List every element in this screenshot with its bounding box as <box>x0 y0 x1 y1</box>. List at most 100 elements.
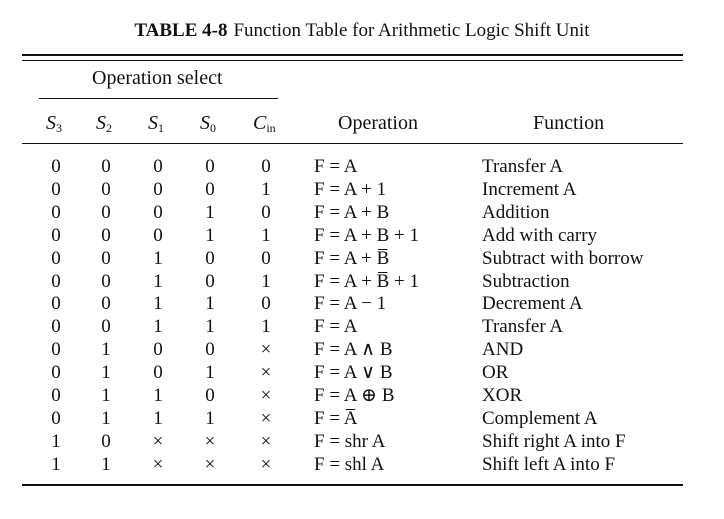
cell-function: Transfer A <box>482 156 564 177</box>
cell-s1: 1 <box>153 316 163 338</box>
cell-s2: 1 <box>101 362 111 384</box>
cell-cin: 0 <box>261 247 271 269</box>
cell-s0: × <box>204 453 216 475</box>
cell-s0: 1 <box>205 224 215 246</box>
header-s0: S0 <box>200 112 216 135</box>
cell-s0: × <box>204 430 216 452</box>
header-function: Function <box>533 112 605 134</box>
cell-s1: 1 <box>153 407 163 429</box>
cell-s2: 0 <box>101 293 111 315</box>
cell-s3: 0 <box>51 339 61 361</box>
cell-cin: 1 <box>261 224 271 246</box>
cell-function: Subtraction <box>482 270 570 292</box>
cell-cin: 0 <box>261 156 271 177</box>
cell-cin: 1 <box>261 178 271 200</box>
cell-s1: 1 <box>153 293 163 315</box>
cell-s0: 0 <box>205 156 215 177</box>
cell-operation: F = A ⊕ B <box>314 385 395 406</box>
cell-operation: F = A + B̅ <box>314 247 390 269</box>
cell-s3: 0 <box>51 247 61 269</box>
cell-cin: × <box>260 362 272 384</box>
cell-s0: 1 <box>205 316 215 338</box>
cell-s2: 1 <box>101 385 111 406</box>
cell-cin: 0 <box>261 201 271 223</box>
cell-s1: 1 <box>153 270 163 292</box>
cell-operation: F = A ∧ B <box>314 339 393 361</box>
cell-s0: 0 <box>205 247 215 269</box>
table-row: 0 0 1 1 0 F = A − 1 Decrement A <box>0 292 724 315</box>
table-row: 1 1 × × × F = shl A Shift left A into F <box>0 453 724 476</box>
header-cin: Cin <box>253 112 276 135</box>
cell-cin: × <box>260 339 272 361</box>
cell-s3: 0 <box>51 270 61 292</box>
cell-operation: F = shl A <box>314 453 385 475</box>
cell-operation: F = A + B̅ + 1 <box>314 270 420 292</box>
cell-cin: × <box>260 407 272 429</box>
cell-cin: × <box>260 430 272 452</box>
table-row: 0 0 0 1 1 F = A + B + 1 Add with carry <box>0 224 724 247</box>
cell-cin: × <box>260 385 272 406</box>
header-s1: S1 <box>148 112 164 135</box>
table-row: 0 1 1 0 × F = A ⊕ B XOR <box>0 384 724 407</box>
cell-s1: 0 <box>153 224 163 246</box>
cell-s2: 1 <box>101 407 111 429</box>
top-rule-thick <box>22 54 683 56</box>
table-caption: TABLE 4-8 Function Table for Arithmetic L… <box>0 20 724 42</box>
operation-select-underline <box>39 98 278 99</box>
cell-s1: 1 <box>153 385 163 406</box>
cell-cin: 0 <box>261 293 271 315</box>
cell-s3: 0 <box>51 224 61 246</box>
cell-s0: 0 <box>205 270 215 292</box>
table-title: Function Table for Arithmetic Logic Shif… <box>233 20 590 41</box>
cell-s3: 0 <box>51 178 61 200</box>
cell-function: Complement A <box>482 407 598 429</box>
cell-function: Shift left A into F <box>482 453 616 475</box>
table-label: TABLE 4-8 <box>134 20 228 41</box>
top-rule-thin <box>22 60 683 61</box>
cell-function: XOR <box>482 385 523 406</box>
cell-cin: 1 <box>261 270 271 292</box>
cell-function: AND <box>482 339 524 361</box>
cell-operation: F = A̅ <box>314 407 358 429</box>
cell-s0: 1 <box>205 293 215 315</box>
cell-operation: F = A <box>314 156 358 177</box>
cell-s0: 0 <box>205 339 215 361</box>
cell-s2: 0 <box>101 316 111 338</box>
cell-s1: 0 <box>153 362 163 384</box>
cell-s3: 0 <box>51 156 61 177</box>
cell-s1: 0 <box>153 178 163 200</box>
cell-s0: 0 <box>205 178 215 200</box>
table-row: 0 0 1 0 0 F = A + B̅ Subtract with borrow <box>0 247 724 270</box>
cell-s2: 0 <box>101 247 111 269</box>
table-row: 0 0 1 0 1 F = A + B̅ + 1 Subtraction <box>0 270 724 293</box>
cell-function: OR <box>482 362 509 384</box>
cell-operation: F = A + 1 <box>314 178 387 200</box>
cell-operation: F = A + B <box>314 201 390 223</box>
table-row: 0 0 0 0 1 F = A + 1 Increment A <box>0 178 724 201</box>
cell-function: Decrement A <box>482 293 583 315</box>
table-row: 0 0 0 1 0 F = A + B Addition <box>0 201 724 224</box>
header-s2: S2 <box>96 112 112 135</box>
cell-s2: 0 <box>101 224 111 246</box>
cell-s0: 0 <box>205 385 215 406</box>
cell-s3: 0 <box>51 407 61 429</box>
table-row: 0 0 0 0 0 F = A Transfer A <box>0 155 724 178</box>
cell-operation: F = shr A <box>314 430 386 452</box>
cell-function: Shift right A into F <box>482 430 626 452</box>
cell-s3: 0 <box>51 385 61 406</box>
header-rule <box>22 143 683 144</box>
cell-s1: × <box>152 430 164 452</box>
cell-s1: 0 <box>153 201 163 223</box>
cell-operation: F = A + B + 1 <box>314 224 420 246</box>
cell-s2: 0 <box>101 201 111 223</box>
cell-operation: F = A − 1 <box>314 293 387 315</box>
table-row: 0 1 0 0 × F = A ∧ B AND <box>0 338 724 361</box>
table-row: 1 0 × × × F = shr A Shift right A into F <box>0 430 724 453</box>
cell-s1: 0 <box>153 339 163 361</box>
cell-cin: × <box>260 453 272 475</box>
cell-operation: F = A ∨ B <box>314 362 393 384</box>
cell-s2: 1 <box>101 339 111 361</box>
cell-s3: 1 <box>51 430 61 452</box>
cell-s2: 0 <box>101 270 111 292</box>
cell-operation: F = A <box>314 316 358 338</box>
